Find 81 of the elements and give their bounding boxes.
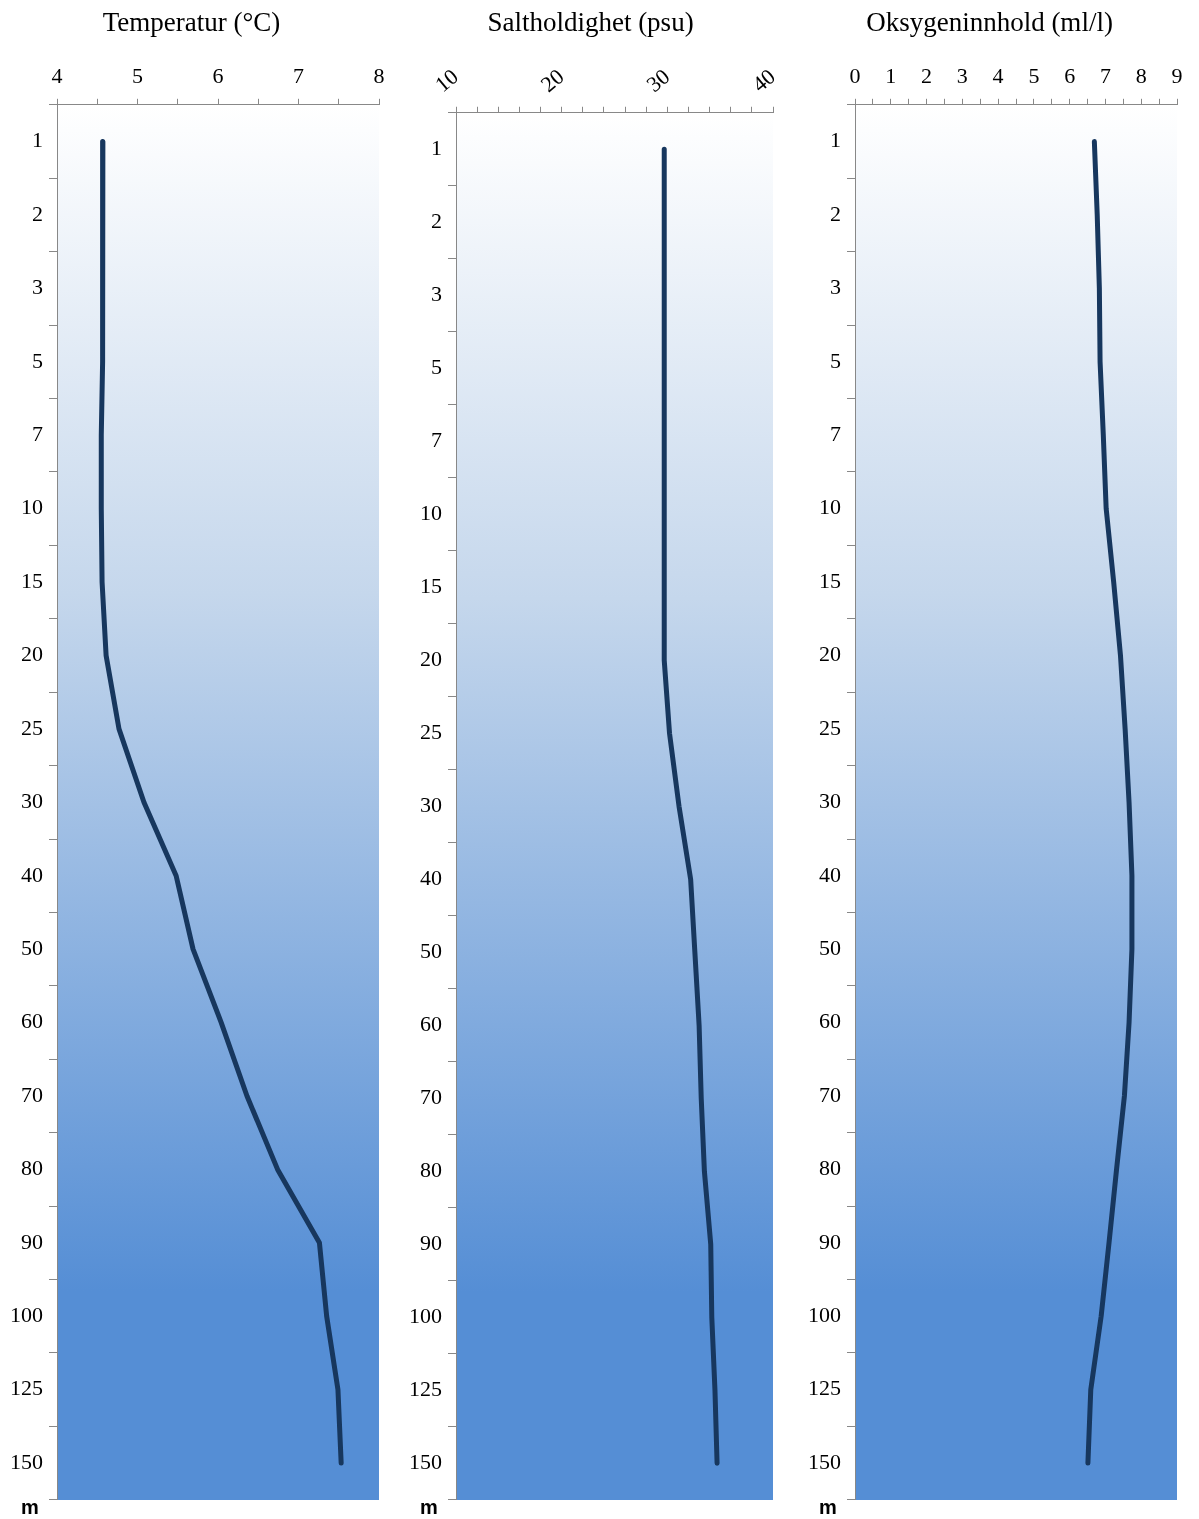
y-tick-label: 3 (431, 281, 442, 307)
y-tick-label: 90 (21, 1228, 43, 1254)
x-tick-label: 0 (849, 63, 861, 89)
x-tick-label: 40 (747, 63, 780, 97)
y-tick-label: 100 (409, 1303, 442, 1329)
y-axis-title: m (21, 1495, 39, 1518)
y-tick-label: 125 (409, 1376, 442, 1402)
y-tick-label: 100 (808, 1302, 841, 1328)
y-tick-label: 50 (420, 938, 442, 964)
y-tick-label: 2 (431, 208, 442, 234)
y-tick-label: 40 (420, 865, 442, 891)
y-tick-label: 70 (21, 1081, 43, 1107)
y-tick-label: 15 (21, 567, 43, 593)
y-tick-label: 3 (830, 274, 841, 300)
y-tick-label: 30 (819, 788, 841, 814)
y-tick-label: 10 (420, 500, 442, 526)
y-tick-label: 15 (819, 567, 841, 593)
y-tick-label: 30 (420, 792, 442, 818)
y-tick-label: 10 (21, 494, 43, 520)
y-tick-label: 10 (819, 494, 841, 520)
y-tick-label: 30 (21, 788, 43, 814)
x-tick-label: 4 (51, 63, 63, 89)
x-tick-label: 6 (1064, 63, 1076, 89)
y-tick-label: 70 (420, 1084, 442, 1110)
y-tick-label: 70 (819, 1081, 841, 1107)
y-tick-label: 15 (420, 573, 442, 599)
y-tick-label: 25 (420, 719, 442, 745)
x-tick-label: 20 (535, 63, 569, 97)
y-tick-label: 25 (819, 714, 841, 740)
y-tick-label: 150 (10, 1448, 43, 1474)
y-tick-label: 90 (819, 1228, 841, 1254)
x-tick-label: 5 (132, 63, 143, 89)
y-tick-label: 125 (10, 1375, 43, 1401)
x-tick-label: 6 (212, 63, 224, 89)
y-tick-label: 2 (830, 200, 841, 226)
x-tick-label: 2 (921, 63, 933, 89)
y-tick-label: 125 (808, 1375, 841, 1401)
x-tick-label: 9 (1171, 63, 1183, 89)
y-tick-label: 2 (32, 200, 43, 226)
y-tick-label: 50 (21, 934, 43, 960)
y-tick-label: 5 (830, 347, 841, 373)
x-tick-label: 30 (641, 63, 675, 97)
x-tick-label: 8 (373, 63, 385, 89)
y-tick-label: 3 (32, 274, 43, 300)
x-tick-label: 5 (1028, 63, 1040, 89)
y-tick-label: 25 (21, 714, 43, 740)
chart-title: Oksygeninnhold (ml/l) (866, 7, 1113, 38)
y-tick-label: 20 (21, 641, 43, 667)
x-tick-label: 1 (885, 63, 897, 89)
chart-title: Temperatur (°C) (102, 7, 281, 38)
x-tick-label: 3 (956, 63, 968, 89)
y-tick-label: 90 (420, 1230, 442, 1256)
y-tick-label: 150 (808, 1448, 841, 1474)
chart-title: Saltholdighet (psu) (487, 7, 694, 38)
y-tick-label: 1 (431, 135, 442, 161)
y-tick-label: 5 (32, 347, 43, 373)
x-tick-label: 4 (992, 63, 1004, 89)
x-tick-label: 7 (1099, 63, 1111, 89)
y-tick-label: 60 (21, 1008, 43, 1034)
y-tick-label: 100 (10, 1302, 43, 1328)
y-tick-label: 50 (819, 934, 841, 960)
y-tick-label: 60 (420, 1011, 442, 1037)
y-tick-label: 80 (819, 1155, 841, 1181)
y-tick-label: 40 (819, 861, 841, 887)
y-axis-title: m (819, 1495, 837, 1518)
y-tick-label: 7 (32, 420, 43, 446)
y-tick-label: 80 (21, 1155, 43, 1181)
y-tick-label: 7 (830, 420, 841, 446)
x-tick-label: 7 (293, 63, 304, 89)
y-tick-label: 150 (409, 1449, 442, 1475)
y-tick-label: 80 (420, 1157, 442, 1183)
y-axis-title: m (420, 1495, 438, 1518)
y-tick-label: 1 (32, 127, 43, 153)
y-tick-label: 5 (431, 354, 442, 380)
y-tick-label: 60 (819, 1008, 841, 1034)
y-tick-label: 20 (819, 641, 841, 667)
y-tick-label: 20 (420, 646, 442, 672)
x-tick-label: 8 (1135, 63, 1147, 89)
y-tick-label: 1 (830, 127, 841, 153)
y-tick-label: 7 (431, 427, 442, 453)
y-tick-label: 40 (21, 861, 43, 887)
